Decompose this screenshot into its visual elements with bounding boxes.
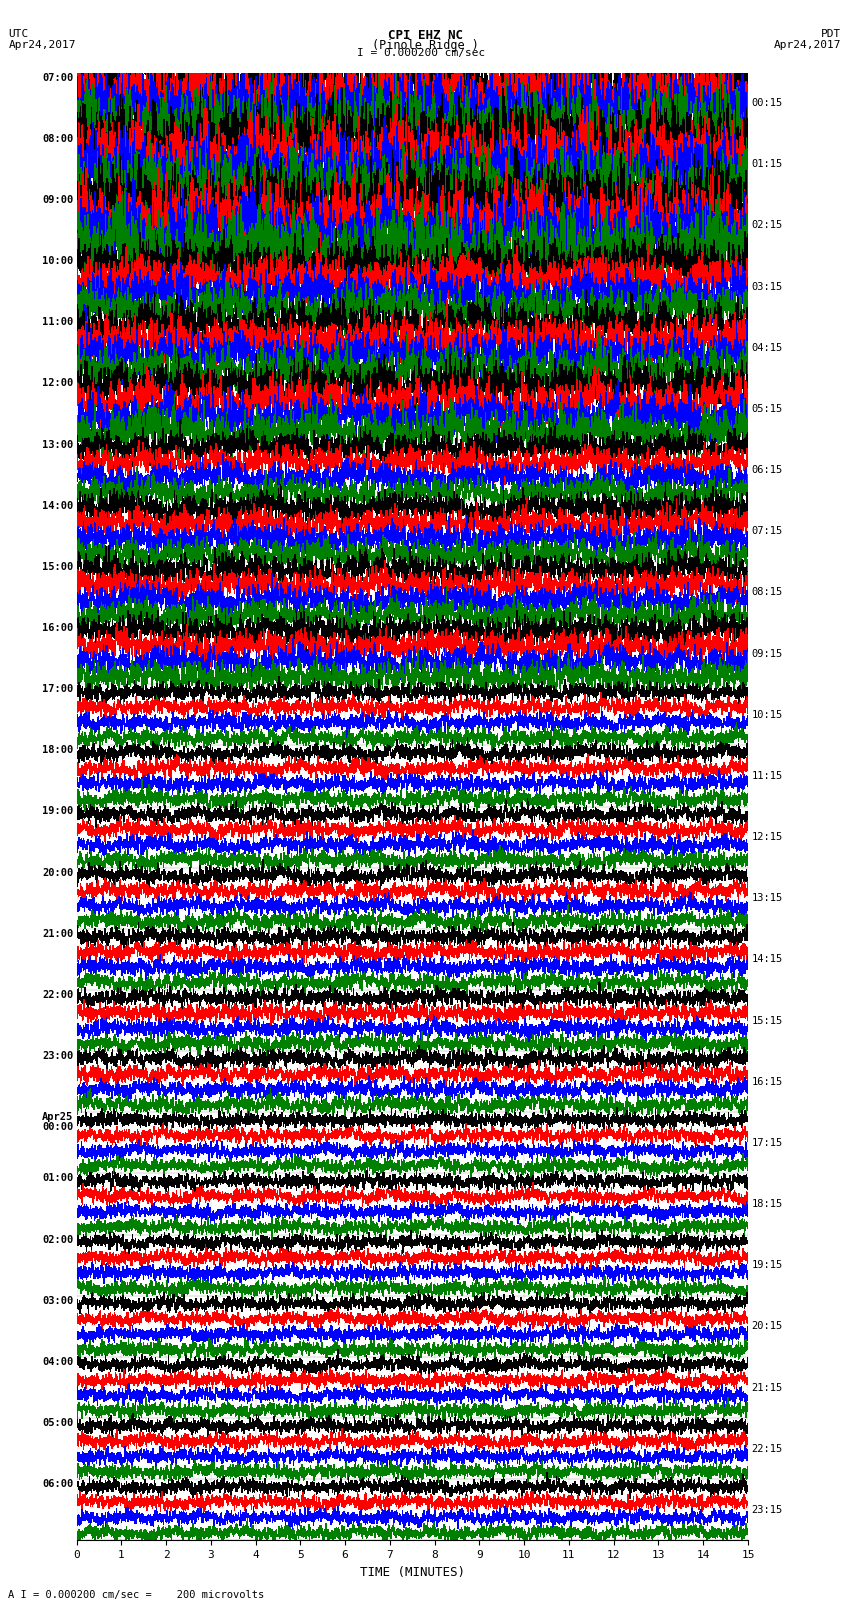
Text: 17:00: 17:00 — [42, 684, 73, 694]
Text: 13:00: 13:00 — [42, 440, 73, 450]
Text: 15:00: 15:00 — [42, 561, 73, 573]
Text: 22:15: 22:15 — [751, 1444, 783, 1453]
Text: 19:15: 19:15 — [751, 1260, 783, 1269]
X-axis label: TIME (MINUTES): TIME (MINUTES) — [360, 1566, 465, 1579]
Text: 20:15: 20:15 — [751, 1321, 783, 1331]
Text: 04:00: 04:00 — [42, 1357, 73, 1366]
Text: 14:00: 14:00 — [42, 500, 73, 511]
Text: 07:00: 07:00 — [42, 73, 73, 82]
Text: 16:00: 16:00 — [42, 623, 73, 632]
Text: I = 0.000200 cm/sec: I = 0.000200 cm/sec — [357, 48, 484, 58]
Text: 08:00: 08:00 — [42, 134, 73, 144]
Text: 19:00: 19:00 — [42, 806, 73, 816]
Text: 11:00: 11:00 — [42, 318, 73, 327]
Text: Apr25
00:00: Apr25 00:00 — [42, 1113, 73, 1132]
Text: 21:00: 21:00 — [42, 929, 73, 939]
Text: PDT: PDT — [821, 29, 842, 39]
Text: Apr24,2017: Apr24,2017 — [774, 40, 842, 50]
Text: A I = 0.000200 cm/sec =    200 microvolts: A I = 0.000200 cm/sec = 200 microvolts — [8, 1590, 264, 1600]
Text: 09:15: 09:15 — [751, 648, 783, 658]
Text: 04:15: 04:15 — [751, 344, 783, 353]
Text: 10:00: 10:00 — [42, 256, 73, 266]
Text: UTC: UTC — [8, 29, 29, 39]
Text: 00:15: 00:15 — [751, 98, 783, 108]
Text: 18:15: 18:15 — [751, 1198, 783, 1210]
Text: 06:15: 06:15 — [751, 465, 783, 476]
Text: 16:15: 16:15 — [751, 1077, 783, 1087]
Text: 05:15: 05:15 — [751, 403, 783, 415]
Text: 15:15: 15:15 — [751, 1016, 783, 1026]
Text: 13:15: 13:15 — [751, 894, 783, 903]
Text: 23:15: 23:15 — [751, 1505, 783, 1515]
Text: 08:15: 08:15 — [751, 587, 783, 597]
Text: Apr24,2017: Apr24,2017 — [8, 40, 76, 50]
Text: 01:15: 01:15 — [751, 160, 783, 169]
Text: 23:00: 23:00 — [42, 1052, 73, 1061]
Text: 21:15: 21:15 — [751, 1382, 783, 1392]
Text: 01:00: 01:00 — [42, 1174, 73, 1184]
Text: 17:15: 17:15 — [751, 1137, 783, 1148]
Text: 02:00: 02:00 — [42, 1234, 73, 1245]
Text: 03:15: 03:15 — [751, 282, 783, 292]
Text: 14:15: 14:15 — [751, 955, 783, 965]
Text: 10:15: 10:15 — [751, 710, 783, 719]
Text: 18:00: 18:00 — [42, 745, 73, 755]
Text: 05:00: 05:00 — [42, 1418, 73, 1428]
Text: 06:00: 06:00 — [42, 1479, 73, 1489]
Text: 12:15: 12:15 — [751, 832, 783, 842]
Text: 11:15: 11:15 — [751, 771, 783, 781]
Text: 20:00: 20:00 — [42, 868, 73, 877]
Text: 03:00: 03:00 — [42, 1295, 73, 1307]
Text: 02:15: 02:15 — [751, 221, 783, 231]
Text: 07:15: 07:15 — [751, 526, 783, 536]
Text: (Pinole Ridge ): (Pinole Ridge ) — [371, 39, 479, 52]
Text: CPI EHZ NC: CPI EHZ NC — [388, 29, 462, 42]
Text: 09:00: 09:00 — [42, 195, 73, 205]
Text: 12:00: 12:00 — [42, 379, 73, 389]
Text: 22:00: 22:00 — [42, 990, 73, 1000]
